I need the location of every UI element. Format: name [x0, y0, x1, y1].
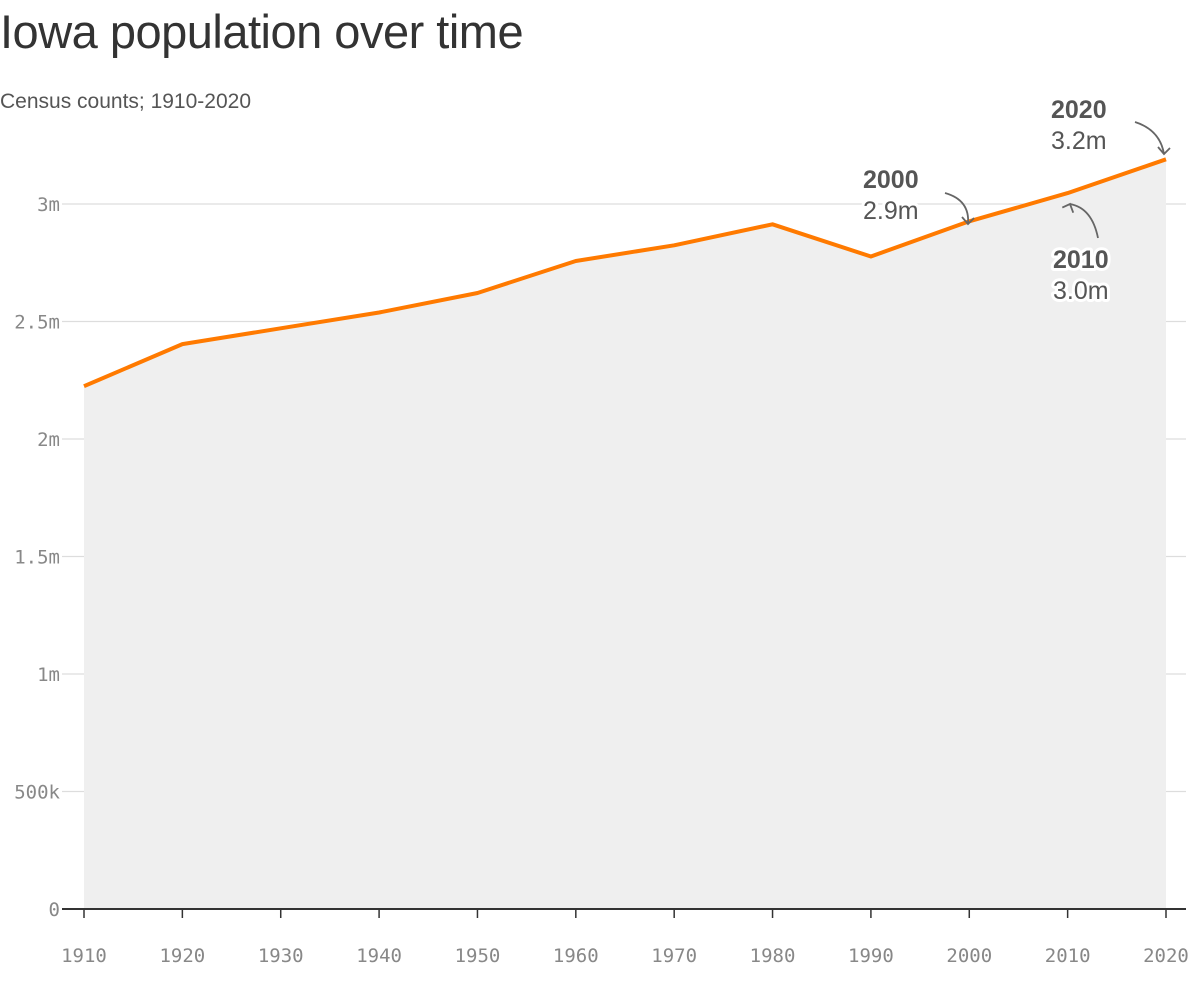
annotation-arrowhead	[1157, 146, 1171, 156]
x-tick-label: 1990	[848, 945, 894, 967]
y-tick-label: 500k	[14, 782, 60, 804]
data-point-1970	[672, 243, 676, 247]
x-axis: 1910 1920 1930 1940 1950 1960 1970 1980 1990 2000…	[61, 909, 1189, 967]
y-tick-label: 3m	[37, 194, 60, 216]
x-tick-label: 1950	[455, 945, 501, 967]
data-point-1920	[180, 342, 184, 346]
annotation-2020: 2020 3.2m	[1048, 93, 1171, 158]
x-tick-label: 2010	[1045, 945, 1091, 967]
x-tick-label: 1980	[750, 945, 796, 967]
annotations: 2000 2.9m 2010 3.0m 2020 3.2m	[860, 93, 1171, 308]
chart-subtitle: Census counts; 1910-2020	[0, 90, 252, 113]
y-tick-label: 0	[49, 899, 60, 921]
population-area	[84, 159, 1166, 910]
annotation-year: 2010	[1053, 246, 1109, 274]
data-point-1950	[475, 291, 479, 295]
y-tick-label: 1.5m	[14, 547, 60, 569]
annotation-value: 3.2m	[1051, 127, 1107, 155]
annotation-arrowhead	[1061, 202, 1075, 213]
y-tick-label: 2m	[37, 429, 60, 451]
annotation-2010: 2010 3.0m	[1050, 202, 1112, 308]
data-point-1980	[771, 222, 775, 226]
annotation-value: 3.0m	[1053, 277, 1109, 305]
annotation-year: 2020	[1051, 96, 1107, 124]
annotation-year: 2000	[863, 166, 919, 194]
annotation-arrow	[944, 192, 969, 225]
x-tick-label: 1940	[356, 945, 402, 967]
x-tick-label: 1920	[159, 945, 205, 967]
population-line	[83, 157, 1167, 389]
x-tick-label: 2000	[946, 945, 992, 967]
x-tick-label: 1960	[553, 945, 599, 967]
x-tick-label: 1970	[651, 945, 697, 967]
y-tick-label: 2.5m	[14, 312, 60, 334]
data-point-2020	[1164, 157, 1168, 161]
x-tick-label: 2020	[1143, 945, 1189, 967]
annotation-arrow	[1134, 121, 1165, 155]
annotation-arrowhead	[961, 216, 975, 226]
y-tick-label: 1m	[37, 664, 60, 686]
annotation-arrow	[1069, 203, 1099, 239]
data-point-2000	[967, 219, 971, 223]
data-point-2010	[1066, 191, 1070, 195]
data-point-1940	[377, 311, 381, 315]
y-axis: 0 500k 1m 1.5m 2m 2.5m 3m	[14, 194, 60, 921]
x-tick-label: 1930	[258, 945, 304, 967]
data-point-1930	[279, 326, 283, 330]
annotation-value: 2.9m	[863, 197, 919, 225]
chart-title: Iowa population over time	[0, 5, 524, 58]
annotation-2000: 2000 2.9m	[860, 163, 975, 228]
x-tick-label: 1910	[61, 945, 107, 967]
data-point-1960	[574, 259, 578, 263]
data-point-1990	[869, 254, 873, 258]
data-point-1910	[82, 384, 86, 388]
